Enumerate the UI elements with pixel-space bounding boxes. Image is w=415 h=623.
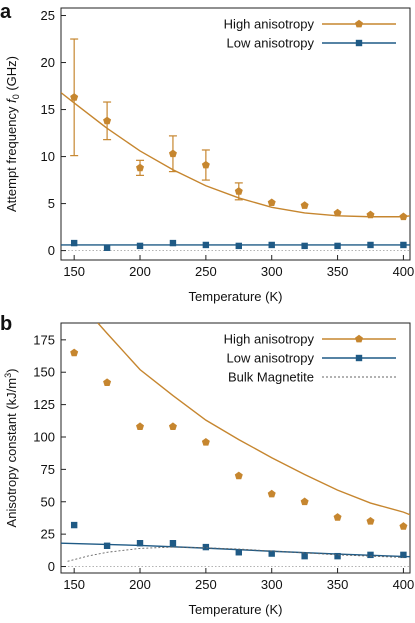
plot-area: [61, 323, 410, 562]
panel-a: a 150 200 250 300 350 400 0 5 10 15 20 25 Temperatur…: [0, 1, 414, 304]
data-point-low: [70, 521, 78, 529]
plot-area: [61, 38, 410, 251]
data-point-low: [169, 540, 177, 547]
legend-label: High anisotropy: [224, 332, 315, 347]
y-tick-label: 75: [41, 462, 55, 477]
x-tick-label: 400: [393, 264, 415, 279]
panel-label-b: b: [0, 313, 12, 335]
x-tick-label: 300: [261, 264, 283, 279]
y-tick-label: 175: [33, 332, 55, 347]
data-point-high: [399, 522, 408, 530]
data-point-low: [400, 241, 407, 249]
data-point-high: [399, 212, 408, 221]
data-point-low: [235, 242, 242, 250]
data-point-low: [367, 241, 374, 249]
data-point-high: [333, 513, 342, 521]
legend-label: Bulk Magnetite: [228, 370, 314, 385]
data-point-high: [300, 497, 309, 506]
y-tick-label: 25: [41, 8, 55, 23]
y-tick-label: 20: [41, 55, 55, 70]
data-point-high: [201, 160, 210, 169]
data-point-high: [136, 163, 145, 172]
legend-marker: [355, 334, 363, 343]
data-point-low: [334, 552, 341, 560]
data-point-low: [136, 242, 144, 250]
y-tick-label: 15: [41, 102, 55, 117]
legend: High anisotropy Low anisotropy: [224, 17, 396, 51]
data-point-low: [136, 540, 144, 547]
y-axis-title: Anisotropy constant (kJ/m3): [3, 369, 19, 528]
data-point-high: [70, 93, 79, 101]
x-tick-label: 300: [261, 577, 283, 592]
y-tick-label: 5: [48, 196, 55, 211]
x-tick-label: 200: [129, 264, 151, 279]
legend-marker: [355, 354, 363, 362]
data-point-low: [70, 239, 78, 247]
y-axis-title: Attempt frequency f0 (GHz): [4, 56, 21, 212]
data-point-high: [234, 187, 243, 195]
legend-marker: [355, 19, 363, 28]
data-point-low: [400, 551, 407, 559]
data-point-low: [103, 244, 111, 251]
plot-frame: [60, 7, 411, 261]
data-point-high: [267, 198, 276, 207]
x-axis-title: Temperature (K): [189, 289, 283, 304]
y-tick-label: 100: [33, 429, 55, 444]
fit-line-high: [61, 92, 410, 218]
panel-b: b 150 200 250 300 350 400 0 25 50 75 100 125 150 175 T…: [0, 313, 414, 617]
data-point-high: [333, 208, 342, 217]
legend-label: Low anisotropy: [227, 36, 315, 51]
y-tick-label: 10: [41, 149, 55, 164]
x-tick-label: 250: [195, 264, 217, 279]
y-tick-label: 50: [41, 494, 55, 509]
x-axis-title: Temperature (K): [189, 602, 283, 617]
legend-label: Low anisotropy: [227, 351, 315, 366]
legend-marker: [355, 39, 363, 47]
x-tick-label: 250: [195, 577, 217, 592]
data-point-high: [234, 471, 243, 480]
data-point-high: [70, 348, 79, 357]
legend-label: High anisotropy: [224, 17, 315, 32]
data-point-low: [268, 550, 275, 557]
data-point-low: [268, 241, 275, 249]
fit-line-bulk: [67, 546, 404, 562]
y-tick-label: 125: [33, 397, 55, 412]
data-point-high: [168, 149, 177, 158]
data-point-low: [235, 549, 242, 556]
y-tick-label: 150: [33, 365, 55, 380]
y-tick-label: 0: [48, 243, 55, 258]
data-point-high: [366, 516, 375, 525]
data-point-low: [334, 242, 341, 250]
data-point-low: [301, 242, 308, 250]
x-tick-label: 350: [327, 264, 349, 279]
data-point-high: [366, 210, 375, 219]
data-point-high: [136, 422, 145, 431]
data-point-high: [201, 437, 210, 446]
data-point-low: [103, 542, 111, 549]
y-tick-label: 25: [41, 527, 55, 542]
x-tick-label: 400: [393, 577, 415, 592]
x-tick-label: 350: [327, 577, 349, 592]
data-point-low: [202, 543, 210, 551]
legend: High anisotropy Low anisotropy Bulk Magnet…: [224, 332, 396, 385]
data-point-high: [300, 201, 309, 209]
data-point-low: [202, 241, 210, 249]
data-point-high: [267, 489, 276, 498]
data-point-high: [103, 116, 112, 125]
data-point-high: [103, 378, 112, 386]
plot-frame: [60, 322, 411, 574]
data-point-low: [169, 239, 177, 247]
fit-line-high: [97, 323, 410, 516]
y-tick-label: 0: [48, 559, 55, 574]
x-tick-label: 150: [63, 577, 85, 592]
x-tick-label: 150: [63, 264, 85, 279]
x-tick-label: 200: [129, 577, 151, 592]
data-point-low: [367, 551, 374, 559]
data-point-low: [301, 552, 308, 560]
data-point-high: [168, 422, 177, 431]
panel-label-a: a: [0, 1, 12, 23]
fit-line-low: [61, 542, 410, 558]
